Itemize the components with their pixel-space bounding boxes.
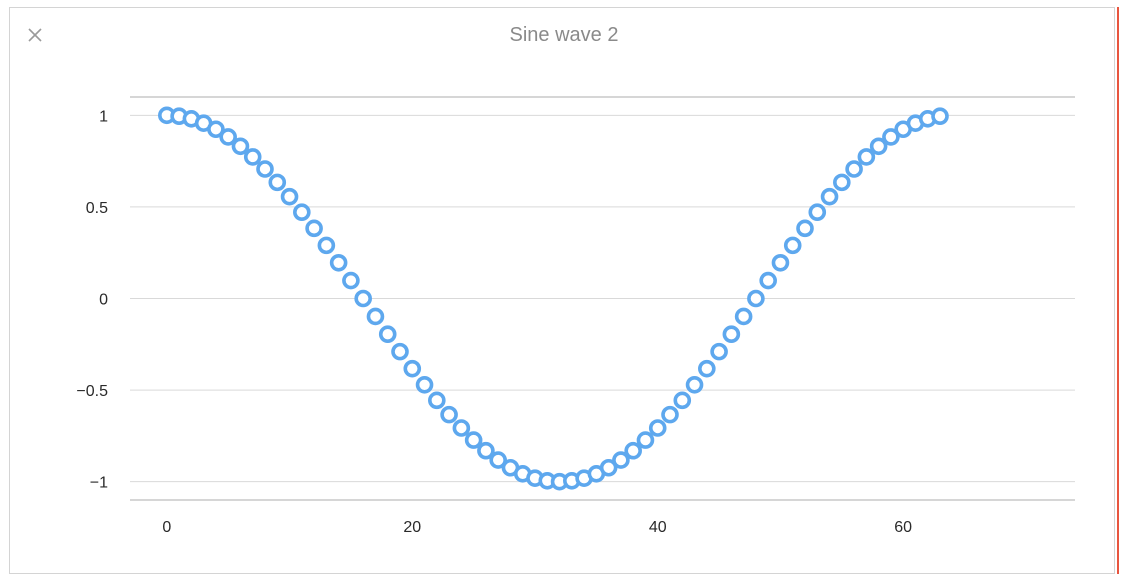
data-point: [415, 375, 434, 394]
close-x-icon: [28, 28, 42, 42]
y-tick-label: 0: [99, 292, 108, 309]
data-point: [648, 419, 667, 437]
data-point: [293, 203, 311, 222]
x-tick-label: 20: [403, 519, 421, 536]
data-point: [599, 458, 618, 477]
data-point: [820, 187, 839, 206]
x-tick-label: 40: [649, 519, 667, 536]
data-point: [428, 391, 446, 410]
data-point: [231, 137, 250, 156]
data-point: [845, 160, 863, 178]
data-point: [759, 271, 777, 290]
axis-lines: [130, 96, 1075, 501]
data-point: [833, 173, 851, 192]
data-point: [636, 431, 655, 449]
data-point: [305, 219, 323, 238]
data-point: [612, 451, 630, 469]
y-tick-label: 0.5: [86, 200, 108, 217]
data-point: [931, 107, 949, 126]
chart-title: Sine wave 2: [509, 24, 619, 46]
data-point: [489, 451, 507, 469]
data-point: [256, 160, 274, 178]
data-point: [673, 391, 692, 410]
data-point: [403, 359, 422, 378]
data-point: [219, 128, 237, 146]
data-point: [722, 325, 741, 344]
data-point: [857, 148, 876, 166]
data-point: [378, 325, 397, 344]
data-point: [783, 236, 802, 255]
data-point: [734, 307, 753, 326]
data-point: [869, 137, 888, 156]
x-tick-label: 60: [894, 519, 912, 536]
data-point: [661, 405, 679, 424]
data-point: [268, 173, 287, 192]
data-point: [796, 219, 814, 238]
data-point: [391, 342, 409, 361]
x-axis-ticks: 0 20 40 60: [162, 519, 912, 536]
data-point: [882, 128, 900, 146]
data-point: [747, 289, 765, 308]
data-point: [452, 419, 471, 437]
data-point: [710, 342, 728, 361]
data-point: [243, 148, 262, 166]
data-point: [366, 307, 385, 326]
data-point: [477, 441, 495, 460]
grid-lines: [130, 114, 1075, 483]
window-edge-accent: [1117, 7, 1119, 574]
close-button[interactable]: [22, 22, 48, 48]
y-tick-label: 1: [99, 108, 108, 125]
data-point: [685, 375, 704, 394]
data-point: [808, 203, 827, 222]
data-point: [317, 236, 336, 255]
data-point: [464, 431, 483, 449]
data-point: [207, 120, 225, 139]
data-point: [280, 187, 299, 206]
y-tick-label: −1: [90, 475, 108, 492]
data-point: [624, 441, 642, 460]
y-tick-label: −0.5: [76, 383, 108, 400]
data-point: [354, 289, 372, 308]
x-tick-label: 0: [162, 519, 171, 536]
data-point: [329, 253, 348, 272]
data-point: [440, 405, 458, 424]
data-point: [698, 359, 716, 378]
y-axis-ticks: 1 0.5 0 −0.5 −1: [76, 108, 108, 491]
data-points: [158, 106, 949, 491]
data-point: [771, 253, 790, 272]
data-point: [342, 271, 360, 290]
